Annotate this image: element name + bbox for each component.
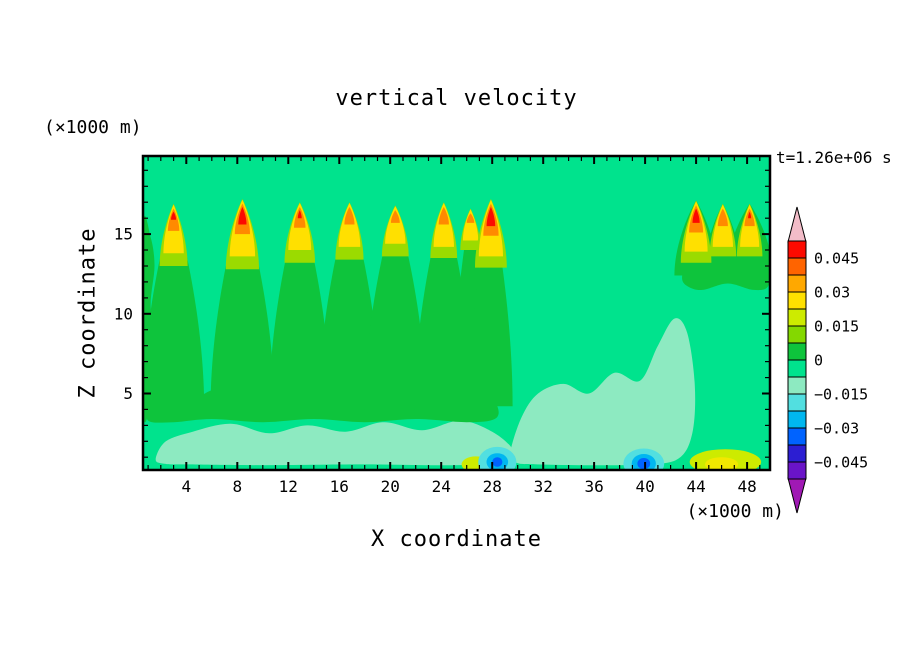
plume-tip-red [692, 208, 700, 223]
time-annotation: t=1.26e+06 s [776, 148, 892, 167]
updraft-plume [364, 205, 426, 410]
x-tick-label: 40 [635, 477, 654, 496]
colorbar: 0.045 0.03 0.015 0 −0.015 −0.03 −0.045 [787, 206, 868, 514]
plume-tip-yellow [462, 209, 479, 241]
plume-tip-red [238, 207, 247, 225]
chart-title: vertical velocity [335, 86, 578, 111]
plume-tip-red [297, 210, 302, 219]
y-tick-labels: 5 10 15 [114, 225, 133, 403]
y-tick-label: 5 [123, 384, 133, 403]
x-tick-label: 36 [584, 477, 603, 496]
field-layer [143, 156, 770, 470]
updraft-plume [469, 199, 513, 407]
plume-tip-orange [438, 207, 449, 225]
colorbar-band [787, 257, 807, 276]
weak-downdraft-region [509, 318, 696, 466]
plot-frame [141, 154, 772, 472]
plume-tip-orange [717, 208, 728, 227]
colorbar-arrow-bottom [787, 477, 807, 514]
colorbar-band [787, 342, 807, 361]
colorbar-band [787, 427, 807, 446]
x-tick-label: 4 [181, 477, 191, 496]
colorbar-band [787, 274, 807, 293]
colorbar-label: −0.045 [814, 453, 868, 471]
y-axis-title: Z coordinate [75, 227, 101, 399]
x-tick-label: 8 [232, 477, 242, 496]
x-tick-label: 20 [381, 477, 400, 496]
plume-tip-orange [390, 210, 400, 223]
plume-tip-yellow [433, 203, 454, 247]
plume-tip-red [486, 207, 496, 227]
colorbar-band [787, 308, 807, 327]
colorbar-arrow-top [787, 206, 807, 243]
x-tick-label: 32 [534, 477, 553, 496]
plume-tip-red [748, 211, 752, 219]
x-tick-label: 44 [686, 477, 705, 496]
plume-tip-orange [344, 207, 355, 225]
updraft-plume [143, 203, 205, 410]
plume-tip-red [171, 211, 177, 220]
x-axis-title: X coordinate [371, 527, 542, 552]
y-axis-unit-label: (×1000 m) [44, 117, 142, 138]
plume-tip-yellow [338, 203, 361, 247]
updraft-plume [318, 202, 380, 410]
surface-downdraft-spot [492, 457, 503, 467]
colorbar-label: −0.03 [814, 419, 859, 437]
colorbar-band [787, 444, 807, 463]
colorbar-label: 0 [814, 351, 823, 369]
x-tick-label: 24 [432, 477, 451, 496]
plume-tip-orange [466, 213, 475, 223]
colorbar-band [787, 461, 807, 480]
plume-tip-yellow [385, 206, 406, 244]
surface-updraft-patch [705, 457, 739, 470]
colorbar-band [787, 376, 807, 395]
y-tick-label: 15 [114, 225, 133, 244]
x-tick-label: 12 [279, 477, 298, 496]
x-tick-label: 16 [330, 477, 349, 496]
surface-downdraft-spot [637, 458, 651, 470]
colorbar-band [787, 359, 807, 378]
colorbar-band [787, 393, 807, 412]
updraft-plume [269, 202, 331, 410]
weak-downdraft-region [155, 420, 516, 466]
y-tick-label: 10 [114, 304, 133, 323]
colorbar-label: 0.015 [814, 317, 859, 335]
x-axis-unit-label: (×1000 m) [686, 501, 784, 522]
x-tick-label: 28 [483, 477, 502, 496]
x-tick-label: 48 [737, 477, 756, 496]
colorbar-label: 0.045 [814, 249, 859, 267]
colorbar-band [787, 240, 807, 259]
colorbar-band [787, 410, 807, 429]
colorbar-label: −0.015 [814, 385, 868, 403]
colorbar-label: 0.03 [814, 283, 850, 301]
colorbar-band [787, 291, 807, 310]
x-tick-labels: 4 8 12 16 20 24 28 32 36 40 44 48 [181, 477, 756, 496]
colorbar-band [787, 325, 807, 344]
updraft-plume [210, 199, 275, 410]
